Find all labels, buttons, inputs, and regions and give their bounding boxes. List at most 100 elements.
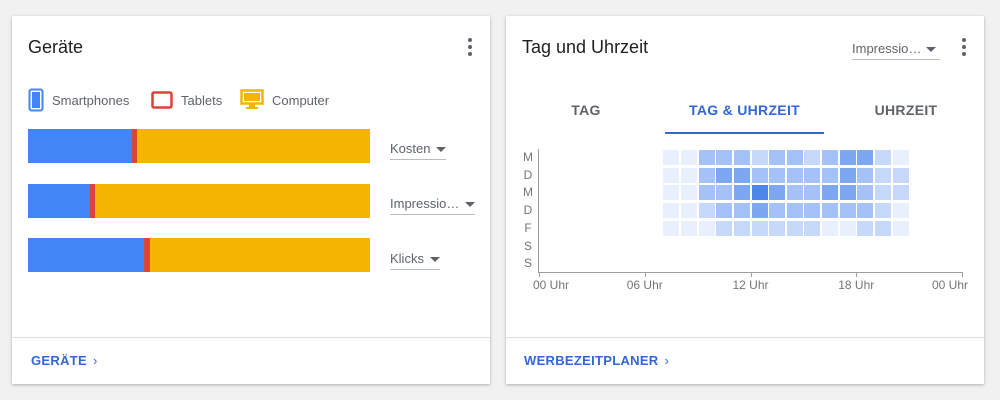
heatmap-cell[interactable]: [663, 167, 680, 183]
heatmap-cell[interactable]: [751, 238, 768, 254]
heatmap-cell[interactable]: [857, 256, 874, 272]
heatmap-cell[interactable]: [769, 167, 786, 183]
heatmap-cell[interactable]: [681, 150, 697, 165]
heatmap-cell[interactable]: [751, 256, 768, 272]
heatmap-cell[interactable]: [751, 203, 768, 219]
heatmap-cell[interactable]: [733, 185, 750, 201]
heatmap-cell[interactable]: [804, 203, 821, 219]
heatmap-cell[interactable]: [751, 167, 768, 183]
heatmap-cell[interactable]: [716, 167, 733, 183]
schedule-metric-select[interactable]: Impressio…: [852, 39, 940, 60]
heatmap-cell[interactable]: [698, 150, 715, 165]
heatmap-cell[interactable]: [733, 256, 750, 272]
heatmap-cell[interactable]: [681, 167, 697, 183]
heatmap-cell[interactable]: [769, 256, 786, 272]
devices-footer-link[interactable]: GERÄTE ›: [31, 353, 98, 368]
heatmap-cell[interactable]: [698, 185, 715, 201]
heatmap-cell[interactable]: [698, 220, 715, 236]
heatmap-cell[interactable]: [663, 238, 680, 254]
heatmap-cell[interactable]: [822, 256, 838, 272]
heatmap-cell[interactable]: [681, 185, 697, 201]
heatmap-cell[interactable]: [892, 256, 909, 272]
heatmap-cell[interactable]: [839, 150, 856, 165]
heatmap-cell[interactable]: [786, 185, 803, 201]
tab-day[interactable]: TAG: [571, 102, 601, 118]
heatmap-cell[interactable]: [804, 220, 821, 236]
heatmap-cell[interactable]: [874, 167, 891, 183]
heatmap-cell[interactable]: [874, 220, 891, 236]
heatmap-cell[interactable]: [892, 185, 909, 201]
heatmap-cell[interactable]: [822, 203, 838, 219]
heatmap-cell[interactable]: [874, 238, 891, 254]
heatmap-cell[interactable]: [822, 238, 838, 254]
heatmap-cell[interactable]: [857, 220, 874, 236]
schedule-more-icon[interactable]: [962, 38, 966, 56]
heatmap-cell[interactable]: [804, 150, 821, 165]
heatmap-cell[interactable]: [698, 203, 715, 219]
heatmap-cell[interactable]: [769, 150, 786, 165]
heatmap-cell[interactable]: [874, 256, 891, 272]
heatmap-cell[interactable]: [839, 220, 856, 236]
heatmap-cell[interactable]: [804, 256, 821, 272]
metric-select-clicks[interactable]: Klicks: [390, 249, 440, 270]
heatmap-cell[interactable]: [892, 220, 909, 236]
heatmap-cell[interactable]: [663, 203, 680, 219]
heatmap-cell[interactable]: [681, 220, 697, 236]
heatmap-cell[interactable]: [857, 150, 874, 165]
heatmap-cell[interactable]: [751, 150, 768, 165]
metric-select-impressions[interactable]: Impressio…: [390, 194, 476, 215]
heatmap-cell[interactable]: [786, 167, 803, 183]
heatmap-cell[interactable]: [769, 185, 786, 201]
heatmap-cell[interactable]: [716, 150, 733, 165]
heatmap-cell[interactable]: [733, 203, 750, 219]
devices-more-icon[interactable]: [468, 38, 472, 56]
heatmap-cell[interactable]: [733, 150, 750, 165]
heatmap-cell[interactable]: [804, 167, 821, 183]
heatmap-cell[interactable]: [733, 167, 750, 183]
heatmap-cell[interactable]: [786, 203, 803, 219]
heatmap-cell[interactable]: [804, 185, 821, 201]
heatmap-cell[interactable]: [857, 238, 874, 254]
metric-select-costs[interactable]: Kosten: [390, 139, 447, 160]
heatmap-cell[interactable]: [663, 150, 680, 165]
heatmap-cell[interactable]: [716, 256, 733, 272]
heatmap-cell[interactable]: [663, 185, 680, 201]
heatmap-cell[interactable]: [874, 150, 891, 165]
heatmap-cell[interactable]: [839, 256, 856, 272]
heatmap-cell[interactable]: [839, 203, 856, 219]
heatmap-cell[interactable]: [716, 238, 733, 254]
heatmap-cell[interactable]: [698, 238, 715, 254]
heatmap-cell[interactable]: [681, 203, 697, 219]
heatmap-cell[interactable]: [804, 238, 821, 254]
heatmap-cell[interactable]: [839, 167, 856, 183]
heatmap-cell[interactable]: [839, 185, 856, 201]
tab-time[interactable]: UHRZEIT: [874, 102, 938, 118]
heatmap-cell[interactable]: [681, 256, 697, 272]
heatmap-cell[interactable]: [839, 238, 856, 254]
heatmap-cell[interactable]: [786, 238, 803, 254]
heatmap-cell[interactable]: [857, 203, 874, 219]
heatmap-cell[interactable]: [892, 167, 909, 183]
heatmap-cell[interactable]: [786, 220, 803, 236]
heatmap-cell[interactable]: [663, 256, 680, 272]
heatmap-cell[interactable]: [786, 256, 803, 272]
heatmap-cell[interactable]: [733, 238, 750, 254]
schedule-footer-link[interactable]: WERBEZEITPLANER ›: [524, 353, 669, 368]
heatmap-cell[interactable]: [892, 238, 909, 254]
heatmap-cell[interactable]: [751, 185, 768, 201]
heatmap-cell[interactable]: [663, 220, 680, 236]
heatmap-cell[interactable]: [874, 185, 891, 201]
heatmap-cell[interactable]: [769, 220, 786, 236]
heatmap-cell[interactable]: [716, 220, 733, 236]
heatmap-cell[interactable]: [769, 238, 786, 254]
heatmap-cell[interactable]: [857, 167, 874, 183]
heatmap-cell[interactable]: [681, 238, 697, 254]
heatmap-cell[interactable]: [874, 203, 891, 219]
heatmap-cell[interactable]: [857, 185, 874, 201]
heatmap-cell[interactable]: [892, 203, 909, 219]
heatmap-cell[interactable]: [751, 220, 768, 236]
heatmap-cell[interactable]: [733, 220, 750, 236]
heatmap-cell[interactable]: [892, 150, 909, 165]
heatmap-cell[interactable]: [822, 167, 838, 183]
heatmap-cell[interactable]: [716, 203, 733, 219]
